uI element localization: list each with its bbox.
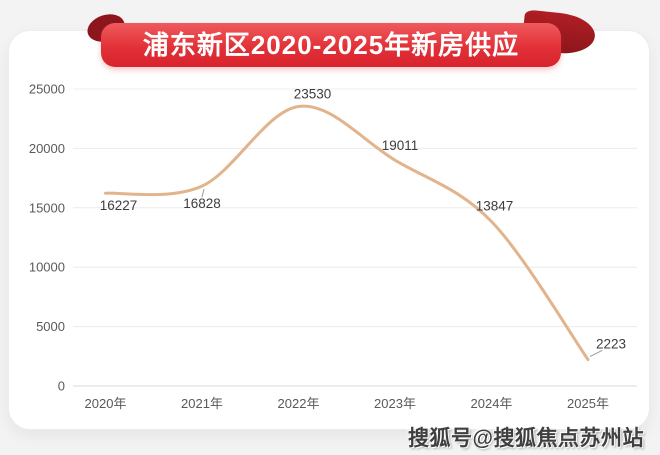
y-axis-tick-label: 5000 (36, 319, 65, 334)
series-line (104, 104, 590, 362)
data-label: 16828 (183, 196, 221, 211)
x-axis-tick-label: 2021年 (181, 396, 223, 411)
data-label: 13847 (476, 198, 514, 213)
data-label: 16227 (100, 198, 138, 213)
x-axis-tick-label: 2024年 (471, 396, 513, 411)
label-connector (589, 349, 603, 358)
data-label: 19011 (382, 138, 419, 153)
y-axis-tick-label: 25000 (29, 82, 65, 97)
data-label: 2223 (596, 337, 626, 352)
label-connector (201, 188, 205, 198)
data-label: 23530 (294, 86, 332, 101)
y-axis-tick-label: 15000 (29, 200, 65, 215)
title-banner: 浦东新区2020-2025年新房供应 (83, 9, 597, 71)
y-axis-tick-label: 20000 (29, 141, 65, 156)
x-axis-tick-label: 2023年 (374, 396, 416, 411)
chart-card: 浦东新区2020-2025年新房供应 0 5000 10000 15000 20000 2… (8, 9, 650, 430)
x-axis-tick-label: 2025年 (567, 396, 609, 411)
y-axis-tick-label: 10000 (29, 260, 65, 275)
line-chart: 0 5000 10000 15000 20000 25000 2020年 2021年 2022年… (29, 82, 637, 411)
chart-title: 浦东新区2020-2025年新房供应 (101, 23, 561, 67)
x-axis-tick-label: 2022年 (278, 396, 320, 411)
watermark: 搜狐号@搜狐焦点苏州站 (408, 427, 644, 450)
x-axis-tick-label: 2020年 (85, 396, 127, 411)
y-axis-tick-label: 0 (58, 379, 65, 394)
